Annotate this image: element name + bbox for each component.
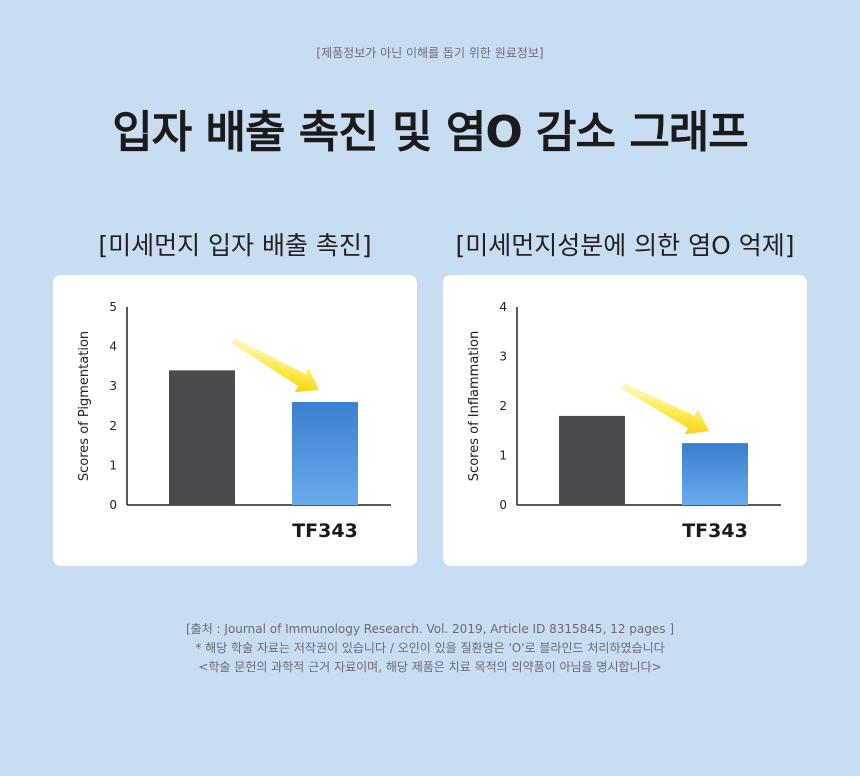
top-disclaimer: [제품정보가 아닌 이해를 돕기 위한 원료정보] (316, 46, 544, 60)
arrow-shape (621, 383, 710, 435)
bar-tf343 (292, 402, 358, 505)
y-tick-label: 1 (499, 449, 507, 463)
footer: [출처 : Journal of Immunology Research. Vo… (0, 620, 860, 677)
trend-arrow-icon (231, 337, 320, 393)
chart-2-title: [미세먼지성분에 의한 염O 억제] (455, 231, 795, 260)
y-tick-label: 2 (499, 399, 507, 413)
chart-1-title: [미세먼지 입자 배출 촉진] (98, 231, 372, 260)
y-tick-label: 1 (109, 458, 117, 472)
x-category-label: TF343 (682, 520, 748, 542)
footer-legal-note: <학술 문헌의 과학적 근거 자료이며, 해당 제품은 치료 목적의 의약품이 … (198, 660, 662, 674)
chart-1-svg: 0 1 2 3 4 5 Scores of Pigmentation TF343 (77, 300, 391, 542)
y-tick-label: 0 (499, 498, 507, 512)
y-axis-label: Scores of Pigmentation (77, 331, 92, 481)
x-category-label: TF343 (292, 520, 358, 542)
chart-1-card: 0 1 2 3 4 5 Scores of Pigmentation TF343 (53, 275, 417, 566)
footer-copyright-note: * 해당 학술 자료는 저작권이 있습니다 / 오인이 있을 질환명은 'O'로… (195, 641, 665, 655)
y-tick-label: 2 (109, 419, 117, 433)
y-tick-label: 0 (109, 498, 117, 512)
y-tick-label: 4 (109, 340, 117, 354)
page-title: 입자 배출 촉진 및 염O 감소 그래프 (112, 107, 749, 158)
y-tick-label: 4 (499, 300, 507, 314)
bar-control (169, 370, 235, 505)
arrow-shape (231, 337, 320, 393)
bar-control (559, 415, 625, 505)
bar-tf343 (682, 443, 748, 505)
chart-2-svg: 0 1 2 3 4 Scores of Inflammation TF343 (467, 300, 781, 542)
y-tick-label: 3 (109, 379, 117, 393)
y-axis-label: Scores of Inflammation (467, 331, 482, 481)
y-tick-label: 5 (109, 300, 117, 314)
footer-source: [출처 : Journal of Immunology Research. Vo… (185, 622, 674, 636)
trend-arrow-icon (621, 383, 710, 435)
chart-2-card: 0 1 2 3 4 Scores of Inflammation TF343 (443, 275, 807, 566)
y-tick-label: 3 (499, 350, 507, 364)
